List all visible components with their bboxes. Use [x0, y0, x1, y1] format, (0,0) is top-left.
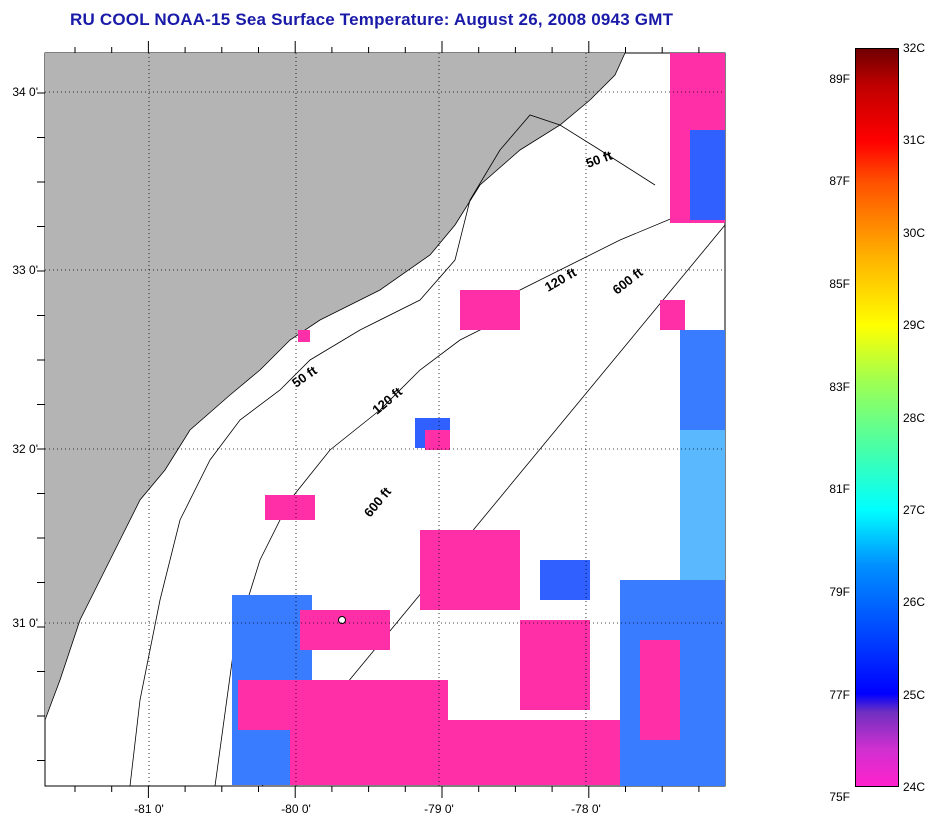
colorbar-fahrenheit-label: 81F [829, 482, 850, 497]
lon-label: -81 0' [134, 802, 164, 816]
colorbar-celsius-label: 25C [903, 687, 926, 702]
lon-label: -78 0' [571, 802, 601, 816]
colorbar-celsius-label: 24C [903, 780, 926, 794]
sst-patches [232, 53, 725, 786]
axis-ticks [37, 41, 700, 798]
colorbar-celsius-label: 26C [903, 595, 926, 610]
colorbar-fahrenheit-label: 89F [829, 71, 850, 86]
lat-label: 32 0' [12, 442, 38, 456]
lat-label: 31 0' [12, 616, 38, 630]
colorbar-celsius-label: 29C [903, 318, 926, 333]
colorbar-fahrenheit-label: 85F [829, 277, 850, 292]
graticule [45, 53, 725, 786]
lon-label: -79 0' [424, 802, 454, 816]
colorbar-fahrenheit-label: 83F [829, 379, 850, 394]
colorbar-fahrenheit-label: 87F [829, 174, 850, 189]
colorbar-fahrenheit-label: 79F [829, 584, 850, 599]
colorbar [855, 48, 899, 787]
colorbar-celsius-label: 27C [903, 502, 926, 517]
colorbar-celsius-label: 32C [903, 41, 926, 55]
contour-120ft [214, 199, 726, 787]
contour-50ft [129, 114, 656, 787]
colorbar-celsius-label: 30C [903, 225, 926, 240]
colorbar-fahrenheit-label: 77F [829, 687, 850, 702]
colorbar-fahrenheit-label: 75F [829, 790, 850, 805]
lat-label: 34 0' [12, 85, 38, 99]
station-marker [338, 616, 346, 624]
land [45, 53, 625, 720]
map-title: RU COOL NOAA-15 Sea Surface Temperature:… [70, 10, 674, 29]
colorbar-celsius-label: 31C [903, 133, 926, 148]
coastline [44, 52, 626, 721]
lat-label: 33 0' [12, 263, 38, 277]
lon-label: -80 0' [281, 802, 311, 816]
colorbar-celsius-label: 28C [903, 410, 926, 425]
